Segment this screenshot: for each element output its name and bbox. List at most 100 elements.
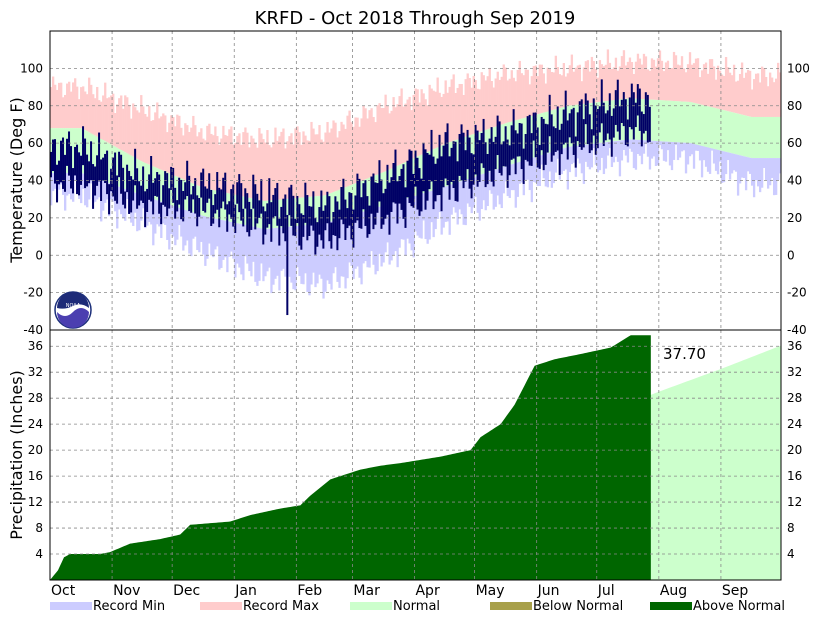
- normal-band-bar: [626, 98, 630, 140]
- observed-temp-bar: [198, 197, 201, 217]
- observed-temp-bar: [610, 115, 613, 157]
- observed-temp-bar: [452, 141, 455, 189]
- normal-band-bar: [708, 106, 712, 148]
- record-max-bar: [384, 94, 387, 172]
- record-min-bar: [214, 218, 217, 250]
- record-min-bar: [764, 158, 768, 180]
- observed-temp-bar: [184, 182, 187, 200]
- record-min-bar: [334, 220, 337, 268]
- record-max-bar: [596, 77, 600, 103]
- record-min-bar: [478, 175, 481, 221]
- record-min-bar: [528, 158, 531, 191]
- normal-band-bar: [672, 101, 676, 143]
- observed-temp-bar: [590, 129, 593, 151]
- observed-temp-bar: [322, 210, 325, 249]
- record-max-bar: [526, 69, 529, 118]
- record-min-bar: [102, 180, 105, 211]
- record-max-bar: [154, 112, 157, 168]
- observed-temp-bar: [344, 199, 347, 240]
- record-max-bar: [620, 56, 624, 100]
- record-max-bar: [370, 108, 373, 177]
- observed-temp-bar: [366, 196, 369, 238]
- temperature-grid: [50, 31, 781, 330]
- record-max-bar: [634, 61, 638, 99]
- normal-band-bar: [746, 116, 750, 158]
- record-min-bar: [96, 178, 99, 200]
- record-min-bar: [198, 214, 201, 253]
- observed-temp-bar: [360, 197, 363, 229]
- record-max-bar: [516, 70, 519, 120]
- normal-band-bar: [366, 178, 369, 211]
- record-max-bar: [694, 58, 698, 104]
- record-max-bar: [484, 80, 487, 131]
- record-max-bar: [318, 125, 321, 196]
- normal-band-bar: [456, 139, 459, 183]
- observed-temp-bar: [254, 184, 257, 230]
- observed-temp-bar: [110, 168, 113, 192]
- record-max-bar: [256, 147, 259, 200]
- record-max-bar: [722, 75, 726, 111]
- record-min-bar: [688, 143, 692, 157]
- observed-temp-bar: [442, 145, 445, 188]
- observed-temp-bar: [174, 187, 177, 219]
- record-min-bar: [398, 200, 401, 248]
- record-max-bar: [82, 86, 85, 130]
- normal-band-bar: [760, 116, 764, 159]
- record-max-bar: [184, 123, 187, 181]
- observed-temp-bar: [132, 179, 135, 201]
- record-min-bar: [736, 154, 740, 196]
- observed-temp-bar: [592, 98, 595, 136]
- month-label: Apr: [415, 583, 439, 599]
- observed-temp-bar: [560, 123, 563, 155]
- precipitation-tick-right: 28: [787, 391, 802, 405]
- normal-band-bar: [590, 102, 594, 145]
- record-min-bar: [354, 214, 357, 269]
- temperature-panel: -40 -40 -20 -20 0 0 20 20 40 40 60 60 80 80 100 100: [20, 31, 810, 337]
- record-max-bar: [144, 113, 147, 164]
- observed-temp-bar: [580, 99, 583, 150]
- normal-band-bar: [682, 101, 686, 143]
- normal-band-bar: [206, 188, 209, 217]
- normal-band-bar: [762, 116, 766, 159]
- record-min-bar: [178, 207, 181, 226]
- observed-temp-bar: [160, 202, 163, 225]
- observed-temp-bar: [56, 164, 59, 203]
- observed-temp-bar: [140, 185, 143, 201]
- observed-temp-bar: [222, 177, 225, 202]
- record-max-bar: [618, 66, 622, 100]
- observed-temp-bar: [146, 188, 149, 212]
- record-max-bar: [116, 104, 119, 148]
- record-max-bar: [170, 115, 173, 175]
- record-max-bar: [570, 54, 574, 106]
- precipitation-tick-right: 4: [787, 547, 795, 561]
- observed-temp-bar: [98, 132, 101, 182]
- record-max-bar: [626, 61, 630, 99]
- record-min-bar: [266, 228, 269, 272]
- record-min-bar: [670, 141, 674, 171]
- record-max-bar: [368, 110, 371, 178]
- record-max-bar: [574, 67, 578, 105]
- observed-temp-bar: [120, 154, 123, 194]
- record-max-bar: [752, 79, 756, 117]
- observed-temp-bar: [162, 185, 165, 205]
- record-min-bar: [318, 223, 321, 275]
- observed-temp-bar: [628, 97, 631, 128]
- record-min-bar: [486, 172, 489, 206]
- record-max-bar: [666, 60, 670, 101]
- record-min-bar: [356, 213, 359, 267]
- normal-band-bar: [368, 177, 371, 210]
- normal-band-bar: [252, 198, 255, 227]
- record-max-bar: [760, 66, 764, 117]
- normal-band-bar: [678, 101, 682, 143]
- normal-band-bar: [710, 107, 714, 149]
- temperature-tick-left: 0: [35, 248, 43, 262]
- normal-band-bar: [756, 116, 760, 159]
- observed-temp-bar: [270, 202, 273, 242]
- record-min-bar: [374, 207, 377, 275]
- observed-temp-bar: [266, 203, 269, 228]
- record-max-bar: [652, 59, 656, 100]
- record-max-bar: [132, 103, 135, 157]
- observed-temp-bar: [550, 114, 553, 162]
- record-min-bar: [340, 218, 343, 277]
- observed-temp-bar: [188, 175, 191, 212]
